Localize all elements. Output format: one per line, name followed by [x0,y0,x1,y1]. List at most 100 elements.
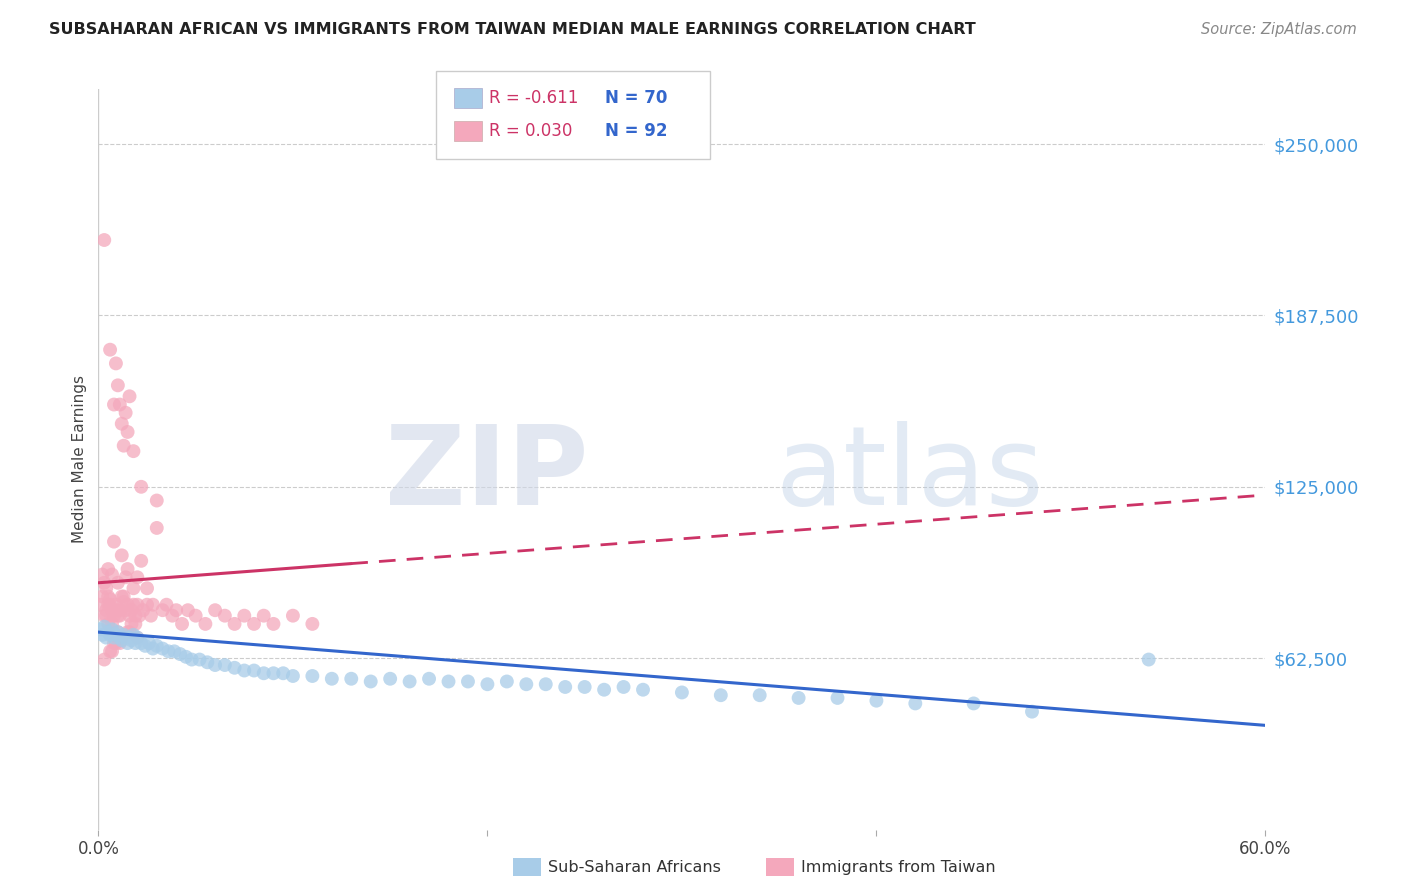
Point [253,666,276,681]
Point [142,598,165,612]
Point [112,628,135,642]
Point [93,233,115,247]
Point [496,674,519,689]
Point [108,398,131,412]
Point [195,655,218,669]
Text: atlas: atlas [775,421,1043,528]
Point [127,570,149,584]
Point [122,581,145,595]
Point [96,581,118,595]
Point [515,677,537,691]
Point [122,444,145,458]
Point [104,603,127,617]
Point [107,378,129,392]
Point [121,616,143,631]
Point [136,581,159,595]
Point [108,636,131,650]
Point [177,603,200,617]
Point [117,562,139,576]
Point [108,631,131,645]
Point [107,625,129,640]
Point [574,680,596,694]
Point [124,608,146,623]
Point [96,608,118,623]
Point [457,674,479,689]
Point [127,631,149,645]
Point [146,521,169,535]
Point [224,661,246,675]
Point [262,616,284,631]
Point [710,688,733,702]
Point [243,664,266,678]
Point [204,658,226,673]
Point [93,620,115,634]
Point [477,677,499,691]
Point [101,616,124,631]
Point [418,672,440,686]
Point [124,636,146,650]
Point [101,644,124,658]
Point [103,608,125,623]
Point [124,616,146,631]
Point [233,608,256,623]
Point [104,598,127,612]
Point [398,674,420,689]
Point [101,603,124,617]
Point [118,608,141,623]
Point [117,598,139,612]
Point [204,603,226,617]
Point [157,644,180,658]
Point [111,631,134,645]
Point [671,685,693,699]
Point [271,666,294,681]
Point [253,608,276,623]
Point [121,633,143,648]
Point [101,623,124,637]
Point [631,682,654,697]
Text: N = 70: N = 70 [605,89,666,107]
Point [301,616,323,631]
Text: N = 92: N = 92 [605,122,666,140]
Point [787,690,810,705]
Point [108,603,131,617]
Point [107,575,129,590]
Point [91,628,114,642]
Point [118,631,141,645]
Text: Source: ZipAtlas.com: Source: ZipAtlas.com [1201,22,1357,37]
Text: R = 0.030: R = 0.030 [489,122,572,140]
Point [114,603,136,617]
Point [129,636,152,650]
Point [136,598,159,612]
Point [380,672,402,686]
Point [593,682,616,697]
Point [184,608,207,623]
Point [114,631,136,645]
Text: SUBSAHARAN AFRICAN VS IMMIGRANTS FROM TAIWAN MEDIAN MALE EARNINGS CORRELATION CH: SUBSAHARAN AFRICAN VS IMMIGRANTS FROM TA… [49,22,976,37]
Point [962,697,984,711]
Point [169,647,191,661]
Point [118,389,141,403]
Point [163,644,186,658]
Point [122,598,145,612]
Point [93,608,115,623]
Point [112,595,135,609]
Point [174,649,197,664]
Point [104,628,127,642]
Point [146,639,169,653]
Point [97,562,120,576]
Point [748,688,770,702]
Point [134,639,156,653]
Point [165,603,187,617]
Point [554,680,576,694]
Point [104,356,127,370]
Point [111,590,134,604]
Point [103,534,125,549]
Point [233,664,256,678]
Point [127,598,149,612]
Point [112,439,135,453]
Point [613,680,636,694]
Point [97,616,120,631]
Point [98,343,121,357]
Point [112,590,135,604]
Point [865,694,887,708]
